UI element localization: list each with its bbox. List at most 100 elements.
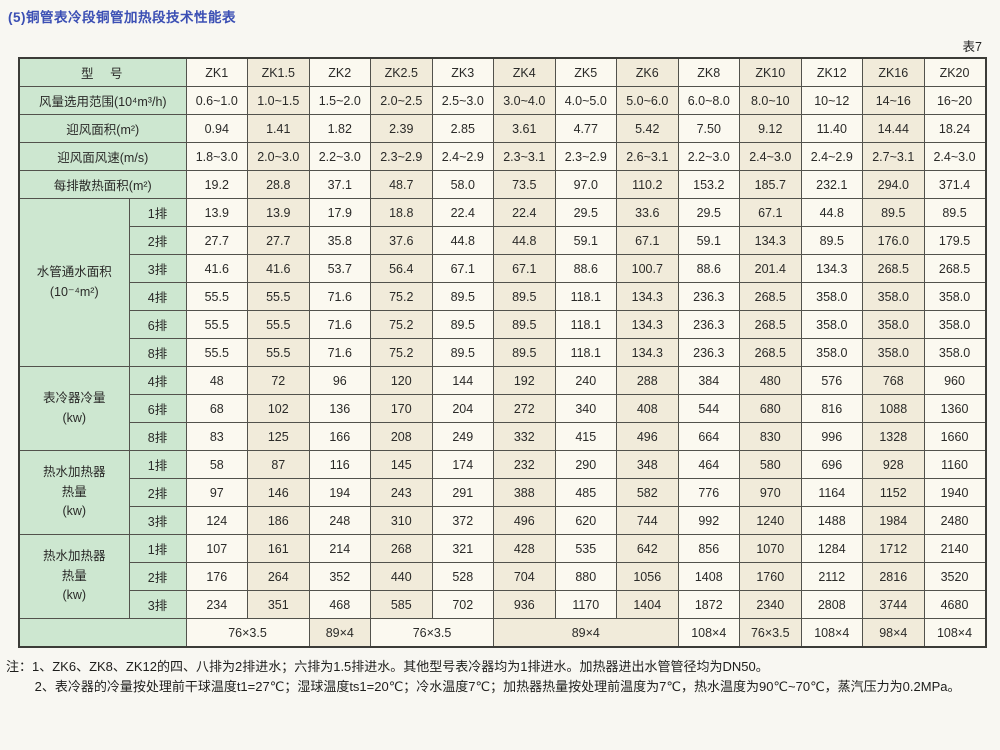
value-cell: 348 <box>616 450 679 479</box>
value-cell: 664 <box>677 422 741 451</box>
value-cell: 89.5 <box>493 310 556 339</box>
model-header-zk1.5: ZK1.5 <box>247 57 310 87</box>
value-cell: 358.0 <box>862 338 925 367</box>
value-cell: 544 <box>677 394 741 423</box>
value-cell: 680 <box>739 394 802 423</box>
value-cell: 696 <box>800 450 864 479</box>
group-label-line: (10⁻⁴m²) <box>49 284 99 299</box>
value-cell: 35.8 <box>308 226 372 255</box>
value-cell: 67.1 <box>493 254 556 283</box>
value-cell: 5.42 <box>616 114 679 143</box>
value-cell: 134.3 <box>739 226 802 255</box>
sub-row-label: 6排 <box>128 394 187 423</box>
sub-row-label: 6排 <box>128 310 187 339</box>
value-cell: 358.0 <box>923 310 987 339</box>
value-cell: 48.7 <box>370 170 433 199</box>
value-cell: 2.3~2.9 <box>370 142 433 171</box>
table-row: 8排 83 125 166 208 249 332 415 496 664 830 996 1328 16… <box>19 422 987 451</box>
value-cell: 6.0~8.0 <box>677 86 741 115</box>
sub-row-label: 2排 <box>128 226 187 255</box>
value-cell: 371.4 <box>923 170 987 199</box>
value-cell: 185.7 <box>739 170 802 199</box>
value-cell: 55.5 <box>185 338 249 367</box>
model-header-zk8: ZK8 <box>677 57 741 87</box>
value-cell: 291 <box>431 478 495 507</box>
value-cell: 996 <box>800 422 864 451</box>
value-cell: 1404 <box>616 590 679 619</box>
value-cell: 236.3 <box>677 282 741 311</box>
value-cell: 55.5 <box>247 310 310 339</box>
value-cell: 134.3 <box>616 338 679 367</box>
value-cell: 372 <box>431 506 495 535</box>
table-row: 表冷器冷量 (kw) 4排 48 72 96 120 144 192 240 288 384 480 57… <box>18 366 987 451</box>
value-cell: 272 <box>493 394 556 423</box>
value-cell: 176.0 <box>862 226 925 255</box>
value-cell: 18.8 <box>370 198 433 227</box>
value-cell: 37.6 <box>370 226 433 255</box>
value-cell: 240 <box>554 366 618 395</box>
table-row: 迎风面积(m²) 0.94 1.41 1.82 2.39 2.85 3.61 4.77 5.42… <box>18 114 987 143</box>
value-cell: 2816 <box>862 562 925 591</box>
value-cell: 144 <box>431 366 495 395</box>
value-cell: 102 <box>247 394 310 423</box>
value-cell: 3520 <box>923 562 987 591</box>
value-cell: 428 <box>493 534 556 563</box>
value-cell: 960 <box>923 366 987 395</box>
row-label: 迎风面风速(m/s) <box>18 142 187 171</box>
value-cell: 1.41 <box>247 114 310 143</box>
sub-row-label: 3排 <box>128 590 187 619</box>
value-cell: 248 <box>308 506 372 535</box>
sub-row-label: 3排 <box>128 506 187 535</box>
value-cell: 268.5 <box>739 282 802 311</box>
model-header-zk5: ZK5 <box>554 57 618 87</box>
value-cell: 3.0~4.0 <box>493 86 556 115</box>
value-cell: 89.5 <box>431 338 495 367</box>
group-label-line: 热水加热器 <box>42 465 106 480</box>
value-cell: 71.6 <box>308 310 372 339</box>
value-cell: 56.4 <box>370 254 433 283</box>
model-header-zk20: ZK20 <box>923 57 987 87</box>
table-row: 2排 176 264 352 440 528 704 880 1056 1408 1760 2112 2… <box>19 562 987 591</box>
value-cell: 55.5 <box>247 338 310 367</box>
value-cell: 358.0 <box>800 282 864 311</box>
model-header-zk1: ZK1 <box>185 57 249 87</box>
value-cell: 41.6 <box>185 254 249 283</box>
value-cell: 4.77 <box>554 114 618 143</box>
value-cell: 58.0 <box>431 170 495 199</box>
value-cell: 5.0~6.0 <box>616 86 679 115</box>
value-cell: 89.5 <box>493 282 556 311</box>
group-label-line: 热量 <box>61 484 87 499</box>
group-label: 表冷器冷量 (kw) <box>18 366 130 451</box>
tube-size-cell: 98×4 <box>862 618 925 648</box>
value-cell: 358.0 <box>800 338 864 367</box>
value-cell: 27.7 <box>185 226 249 255</box>
value-cell: 14~16 <box>862 86 925 115</box>
value-cell: 124 <box>185 506 249 535</box>
group-label-line: 热水加热器 <box>42 549 106 564</box>
value-cell: 44.8 <box>493 226 556 255</box>
value-cell: 268.5 <box>739 338 802 367</box>
value-cell: 28.8 <box>247 170 310 199</box>
sub-row-label: 1排 <box>128 450 187 479</box>
value-cell: 1360 <box>923 394 987 423</box>
value-cell: 1660 <box>923 422 987 451</box>
model-header-zk2.5: ZK2.5 <box>370 57 433 87</box>
value-cell: 208 <box>370 422 433 451</box>
value-cell: 1872 <box>677 590 741 619</box>
value-cell: 67.1 <box>739 198 802 227</box>
table-row: 4排 55.5 55.5 71.6 75.2 89.5 89.5 118.1 134.3 236.… <box>19 282 987 311</box>
model-header-zk6: ZK6 <box>616 57 679 87</box>
value-cell: 2.2~3.0 <box>677 142 741 171</box>
value-cell: 1760 <box>739 562 802 591</box>
value-cell: 2.39 <box>370 114 433 143</box>
value-cell: 1712 <box>862 534 925 563</box>
group-label-line: 水管通水面积 <box>36 265 112 280</box>
value-cell: 174 <box>431 450 495 479</box>
value-cell: 340 <box>554 394 618 423</box>
sub-row-label: 1排 <box>128 534 187 563</box>
group-label-line: 热量 <box>61 568 87 583</box>
sub-row-label: 8排 <box>128 422 187 451</box>
value-cell: 288 <box>616 366 679 395</box>
value-cell: 89.5 <box>800 226 864 255</box>
value-cell: 236.3 <box>677 310 741 339</box>
